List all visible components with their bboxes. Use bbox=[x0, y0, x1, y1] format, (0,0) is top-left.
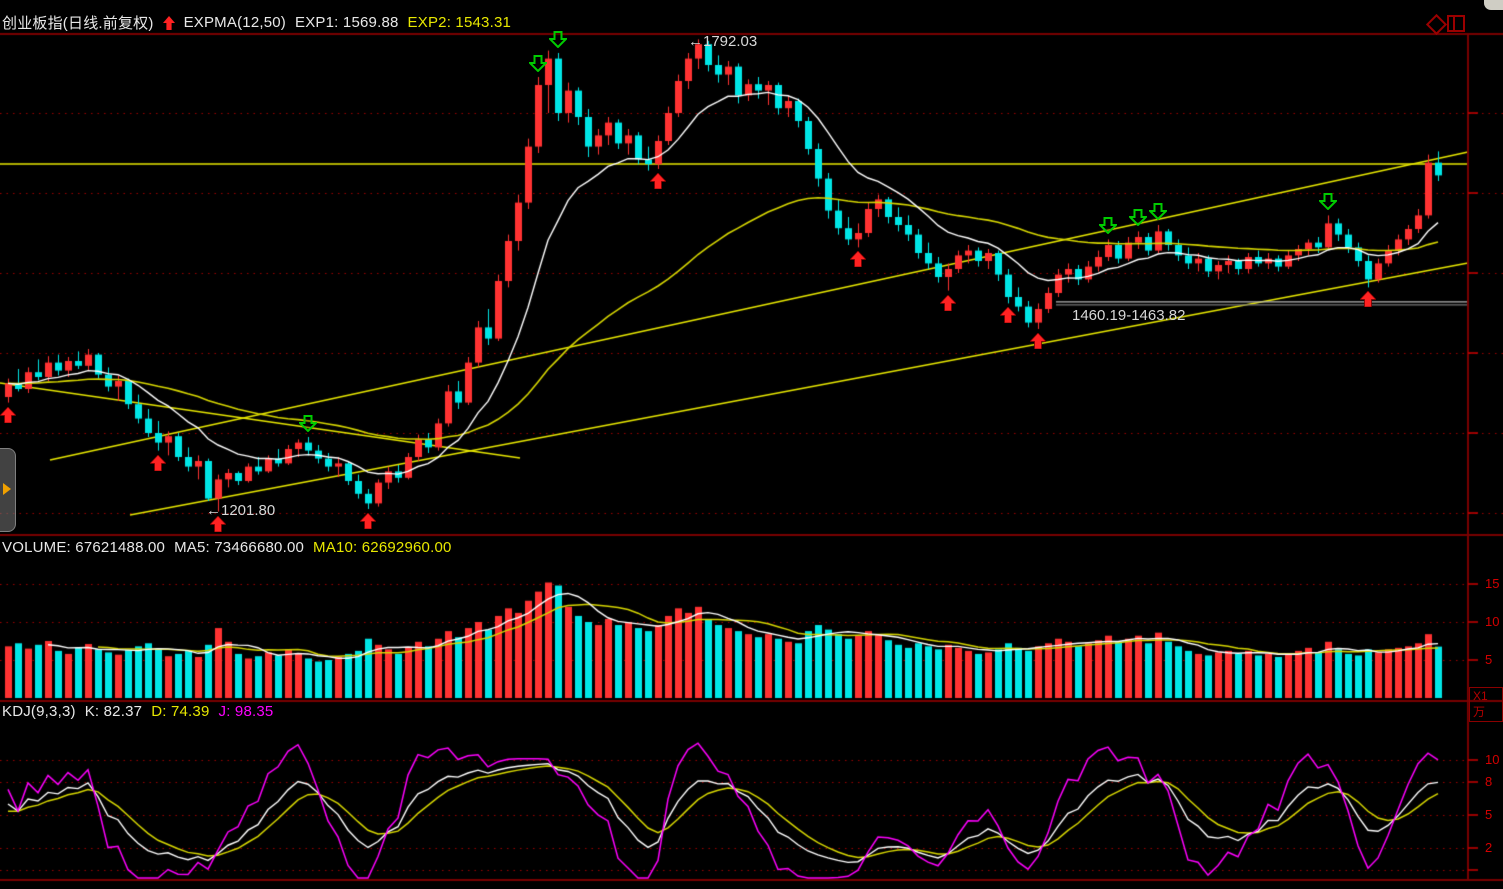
buy-signal-arrow-icon bbox=[359, 512, 377, 530]
buy-signal-arrow-icon bbox=[999, 306, 1017, 324]
kdj-k-value: K: 82.37 bbox=[84, 703, 143, 720]
main-chart-header: 创业板指(日线.前复权) EXPMA(12,50) EXP1: 1569.88 … bbox=[2, 12, 511, 33]
kdj-indicator-name: KDJ(9,3,3) bbox=[2, 703, 76, 720]
sell-signal-arrow-icon bbox=[297, 415, 319, 433]
sell-signal-arrow-icon bbox=[1127, 209, 1149, 227]
sell-signal-arrow-icon bbox=[1317, 193, 1339, 211]
buy-signal-arrow-icon bbox=[939, 294, 957, 311]
exp1-value: EXP1: 1569.88 bbox=[295, 14, 399, 31]
axis-tick-label: 5 bbox=[1485, 652, 1493, 667]
buy-signal-arrow-icon bbox=[1029, 332, 1047, 350]
volume-value: VOLUME: 67621488.00 bbox=[2, 539, 166, 556]
symbol-title: 创业板指(日线.前复权) bbox=[2, 15, 154, 32]
expand-triangle-icon bbox=[3, 483, 11, 495]
sell-signal-arrow-icon bbox=[527, 55, 549, 73]
up-arrow-icon bbox=[162, 15, 175, 30]
indicator-name: EXPMA(12,50) bbox=[183, 14, 287, 31]
sell-signal-arrow-icon bbox=[1097, 217, 1119, 235]
split-window-icon[interactable] bbox=[1447, 15, 1465, 32]
sidebar-expander[interactable] bbox=[0, 448, 16, 532]
buy-signal-arrow-icon bbox=[849, 250, 867, 268]
buy-signal-arrow-icon bbox=[0, 406, 17, 423]
axis-tick-label: 8 bbox=[1485, 774, 1493, 789]
kdj-j-value: J: 98.35 bbox=[218, 703, 274, 720]
gap-zone-annotation: 1460.19-1463.82 bbox=[1072, 307, 1186, 324]
sell-signal-arrow-icon bbox=[1147, 203, 1169, 221]
volume-pane-header: VOLUME: 67621488.00 MA5: 73466680.00 MA1… bbox=[2, 539, 452, 556]
volume-unit-label: X1万 bbox=[1469, 687, 1503, 722]
axis-tick-label: 10 bbox=[1485, 614, 1500, 629]
buy-signal-arrow-icon bbox=[149, 454, 167, 471]
axis-tick-label: 2 bbox=[1485, 840, 1493, 855]
axis-tick-label: 10 bbox=[1485, 752, 1500, 767]
high-price-annotation: ←1792.03 bbox=[688, 33, 758, 50]
volume-ma10-value: MA10: 62692960.00 bbox=[313, 539, 452, 556]
kdj-pane-header: KDJ(9,3,3) K: 82.37 D: 74.39 J: 98.35 bbox=[2, 703, 273, 720]
sell-signal-arrow-icon bbox=[547, 31, 569, 49]
axis-tick-label: 15 bbox=[1485, 576, 1500, 592]
buy-signal-arrow-icon bbox=[1359, 290, 1377, 308]
low-price-annotation: ←1201.80 bbox=[206, 502, 276, 519]
axis-tick-label: 5 bbox=[1485, 807, 1493, 822]
exp2-value: EXP2: 1543.31 bbox=[407, 14, 512, 31]
kdj-d-value: D: 74.39 bbox=[151, 703, 210, 720]
buy-signal-arrow-icon bbox=[649, 172, 667, 190]
background-window-corner bbox=[1484, 0, 1503, 10]
volume-ma5-value: MA5: 73466680.00 bbox=[174, 539, 305, 556]
